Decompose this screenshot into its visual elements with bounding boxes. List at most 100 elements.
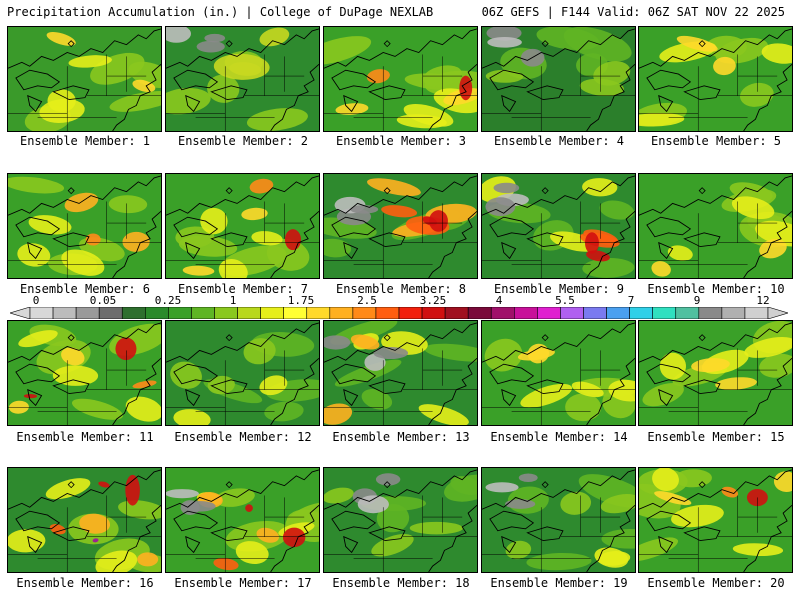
light-precip-contour: [505, 499, 536, 509]
great-lake-outline: [683, 85, 721, 101]
light-precip-contour: [166, 489, 199, 499]
colorbar-tick-label: 4: [495, 294, 503, 307]
location-marker-icon: [541, 187, 549, 195]
great-lake-outline: [646, 510, 692, 532]
great-lake-outline: [15, 216, 61, 238]
location-marker-icon: [67, 334, 75, 342]
great-lake-outline: [501, 94, 517, 113]
precip-contour: [759, 353, 792, 378]
location-marker-icon: [698, 187, 706, 195]
precip-contour: [381, 205, 418, 218]
precip-contour: [484, 338, 523, 372]
border-line: [8, 322, 161, 363]
precip-contour: [324, 403, 353, 425]
colorbar-bin: [444, 307, 469, 319]
precip-contour: [599, 200, 635, 220]
light-precip-contour: [486, 27, 522, 41]
precip-contour: [98, 481, 110, 488]
precip-contour: [731, 196, 775, 220]
map-title: Precipitation Accumulation (in.) | Colle…: [7, 5, 434, 19]
colorbar-bin: [490, 307, 515, 319]
light-precip-contour: [375, 473, 401, 486]
great-lake-outline: [343, 535, 359, 554]
precip-contour: [109, 91, 161, 112]
colorbar-max-arrow: [767, 307, 788, 319]
colorbar-tick-label: 0.05: [89, 294, 117, 307]
precip-contour: [639, 537, 679, 562]
location-marker-icon: [67, 187, 75, 195]
precip-contour: [175, 226, 215, 248]
precip-contour: [520, 383, 573, 408]
great-lake-outline: [489, 510, 535, 532]
precip-contour: [245, 504, 253, 512]
location-marker-icon: [225, 187, 233, 195]
colorbar-tick-label: 5.5: [555, 294, 575, 307]
great-lake-outline: [15, 69, 61, 91]
great-lake-outline: [185, 535, 201, 554]
ensemble-member-label: Ensemble Member: 13: [332, 430, 470, 444]
precip-contour: [659, 352, 687, 380]
colorbar-tick-label: 9: [693, 294, 701, 307]
great-lake-outline: [52, 379, 90, 395]
precip-contour: [715, 377, 757, 390]
colorbar-bin: [98, 307, 123, 319]
border-line: [482, 28, 635, 69]
precip-contour: [45, 478, 91, 500]
light-precip-contour: [357, 495, 389, 514]
precip-contour: [597, 551, 631, 566]
location-marker-icon: [67, 481, 75, 489]
colorbar-bin: [675, 307, 700, 319]
precip-contour: [361, 389, 393, 410]
great-lake-outline: [173, 510, 219, 532]
colorbar-bin: [214, 307, 238, 319]
ensemble-map-panel: [481, 173, 636, 279]
great-lake-outline: [489, 363, 535, 385]
colorbar-bin: [306, 307, 331, 319]
great-lake-outline: [658, 388, 674, 407]
precip-contour: [132, 380, 157, 389]
great-lake-outline: [15, 510, 61, 532]
great-lake-outline: [368, 85, 406, 101]
precip-contour: [376, 504, 410, 533]
light-precip-contour: [485, 482, 519, 493]
border-line: [166, 322, 319, 363]
ensemble-member-label: Ensemble Member: 3: [335, 134, 467, 148]
colorbar-bin: [698, 307, 723, 319]
location-marker-icon: [383, 334, 391, 342]
ensemble-map-panel: [323, 173, 478, 279]
precip-contour: [601, 528, 635, 549]
location-marker-icon: [225, 40, 233, 48]
precip-contour: [256, 527, 280, 543]
great-lake-outline: [658, 94, 674, 113]
great-lake-outline: [331, 216, 377, 238]
precip-contour: [608, 379, 635, 402]
great-lake-outline: [210, 85, 248, 101]
precip-contour: [740, 82, 774, 107]
light-precip-contour: [364, 353, 386, 371]
great-lake-outline: [210, 232, 248, 248]
great-lake-outline: [526, 232, 564, 248]
colorbar-tick-label: 0: [32, 294, 40, 307]
location-marker-icon: [541, 40, 549, 48]
light-precip-contour: [180, 500, 200, 515]
ensemble-map-panel: [323, 26, 478, 132]
colorbar-bin: [514, 307, 538, 319]
great-lake-outline: [368, 379, 406, 395]
precip-contour: [243, 338, 276, 365]
precip-contour: [579, 78, 625, 97]
precip-contour: [200, 207, 228, 235]
light-precip-contour: [324, 335, 351, 350]
precip-contour: [213, 53, 270, 80]
border-line: [8, 469, 161, 510]
precip-contour: [132, 79, 156, 93]
great-lake-outline: [52, 85, 90, 101]
precip-contour: [166, 88, 211, 115]
precip-contour: [651, 261, 671, 277]
great-lake-outline: [368, 232, 406, 248]
precip-contour: [371, 533, 414, 557]
light-precip-contour: [166, 27, 191, 43]
colorbar-bin: [168, 307, 192, 319]
great-lake-outline: [185, 94, 201, 113]
location-marker-icon: [541, 334, 549, 342]
precip-contour: [173, 409, 211, 425]
